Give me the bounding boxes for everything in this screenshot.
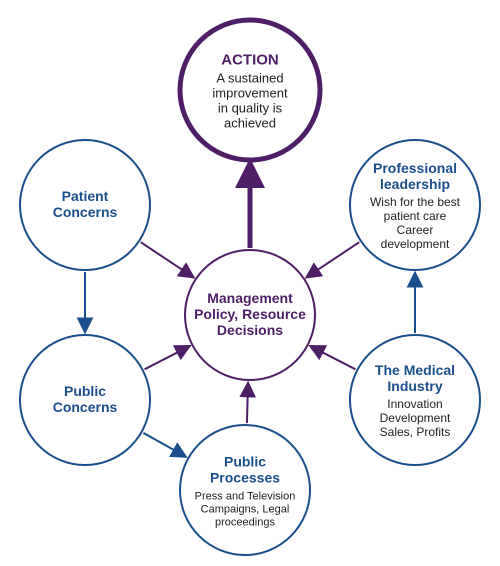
node-title-line: Public [64,383,106,399]
diagram-canvas: ACTION A sustainedimprovementin quality i… [0,0,500,566]
node-title-line: Management [207,290,293,306]
node-public_processes: PublicProcesses Press and TelevisionCampa… [180,425,310,555]
node-sub-line: Campaigns, Legal [201,504,290,516]
node-sub-line: achieved [224,115,276,130]
edge-public_processes-center [247,384,248,423]
node-sub-line: in quality is [218,100,283,115]
node-action: ACTION A sustainedimprovementin quality i… [180,20,320,160]
node-title-line: The Medical [375,362,455,378]
node-title-line: Processes [210,470,280,486]
edge-patient-center [141,242,193,277]
node-title-line: Concerns [53,399,118,415]
node-sub-line: A sustained [216,70,283,85]
edge-professional-center [307,242,359,277]
node-medical: The MedicalIndustry InnovationDevelopment… [350,335,480,465]
node-sub-line: Press and Television [195,491,296,503]
node-public_concerns: PublicConcerns [20,335,150,465]
node-center: ManagementPolicy, ResourceDecisions [185,250,315,380]
node-sub-line: Development [380,411,451,425]
node-title-line: Professional [373,160,457,176]
node-title-line: leadership [380,176,450,192]
node-patient: PatientConcerns [20,140,150,270]
nodes-layer: ACTION A sustainedimprovementin quality i… [20,20,480,555]
node-sub-line: Sales, Profits [380,425,451,439]
edge-public_concerns-center [145,347,189,370]
node-sub-line: Innovation [387,397,442,411]
edge-public_concerns-public_processes [143,433,184,456]
node-sub-line: Wish for the best [370,195,461,209]
edge-medical-center [311,347,355,370]
node-title-line: Policy, Resource [194,306,306,322]
node-title-line: ACTION [221,51,279,68]
node-title-line: Public [224,454,266,470]
node-title-line: Industry [387,378,442,394]
node-sub-line: patient care [384,209,447,223]
node-sub-line: development [381,237,450,251]
node-title-line: Decisions [217,322,283,338]
node-sub-line: Career [397,223,434,237]
node-sub-line: proceedings [215,517,275,529]
node-professional: Professionalleadership Wish for the bestp… [350,140,480,270]
node-title-line: Patient [62,188,109,204]
node-sub-line: improvement [212,85,288,100]
node-title-line: Concerns [53,204,118,220]
